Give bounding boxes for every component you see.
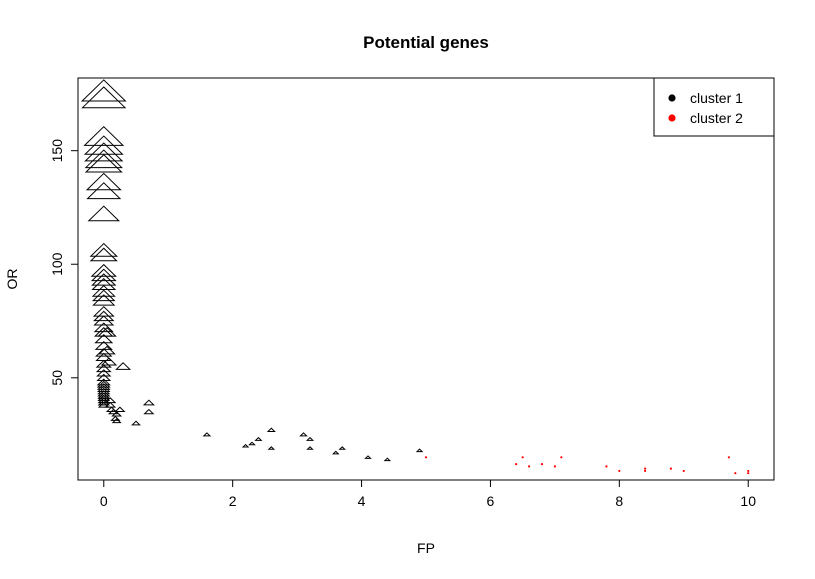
x-tick-label: 8	[615, 493, 623, 509]
data-point	[91, 289, 116, 302]
x-tick-label: 4	[358, 493, 366, 509]
data-point	[734, 472, 737, 475]
data-point	[91, 273, 117, 286]
y-tick-label: 100	[49, 252, 65, 276]
data-point	[90, 263, 117, 277]
data-point	[248, 441, 256, 446]
data-point	[93, 322, 114, 333]
data-point	[682, 469, 685, 473]
data-point	[644, 469, 647, 473]
data-point	[84, 149, 123, 169]
data-point	[81, 86, 127, 109]
data-point	[85, 172, 122, 191]
x-axis-label: FP	[417, 540, 435, 556]
x-tick-label: 0	[100, 493, 108, 509]
data-point	[84, 154, 123, 173]
y-tick-label: 150	[49, 139, 65, 163]
data-point	[100, 357, 118, 366]
y-axis-label: OR	[4, 269, 20, 290]
data-point	[241, 443, 250, 448]
data-point	[94, 334, 114, 344]
data-point	[669, 467, 672, 470]
data-point	[96, 378, 111, 386]
data-point	[747, 469, 750, 473]
data-point	[87, 205, 121, 222]
legend-marker-cluster-1	[668, 94, 676, 102]
data-point	[93, 310, 115, 322]
data-point	[97, 327, 117, 337]
data-point	[131, 420, 141, 426]
data-point	[95, 364, 112, 373]
data-point	[306, 446, 314, 450]
data-point	[97, 401, 110, 408]
data-point	[95, 352, 113, 362]
data-point	[540, 463, 544, 466]
data-point	[89, 247, 118, 262]
data-point	[92, 294, 116, 306]
data-point	[528, 465, 531, 468]
data-point	[305, 436, 315, 441]
data-point	[364, 455, 372, 459]
legend-label-cluster-2: cluster 2	[690, 110, 743, 126]
data-point	[111, 418, 122, 424]
data-point	[114, 406, 126, 413]
data-point	[338, 446, 346, 450]
data-point	[91, 277, 117, 291]
y-tick-label: 50	[49, 370, 65, 386]
x-tick-label: 10	[740, 493, 756, 509]
x-axis: 0 2 4 6 8 10	[100, 479, 756, 509]
data-point	[95, 359, 112, 368]
data-point	[86, 182, 122, 200]
data-point	[267, 446, 276, 450]
data-point	[266, 427, 276, 432]
legend-label-cluster-1: cluster 1	[690, 90, 743, 106]
data-point	[202, 432, 212, 437]
data-point	[521, 456, 524, 459]
data-point	[747, 472, 750, 475]
data-point	[93, 315, 115, 326]
data-point	[383, 457, 392, 462]
data-point	[605, 465, 608, 468]
data-point	[515, 463, 518, 466]
data-point	[96, 369, 112, 377]
legend: cluster 1 cluster 2	[653, 77, 775, 137]
data-point	[618, 469, 621, 473]
data-point	[91, 284, 116, 297]
data-point	[424, 456, 428, 459]
data-point	[143, 408, 155, 415]
data-point	[254, 436, 263, 441]
x-tick-label: 2	[229, 493, 237, 509]
data-point	[560, 456, 563, 459]
data-point	[415, 448, 424, 453]
data-point	[96, 380, 111, 388]
data-point	[89, 242, 119, 257]
data-point	[299, 432, 308, 437]
data-point	[644, 467, 647, 470]
data-points	[80, 79, 750, 475]
data-point	[553, 465, 556, 468]
chart-title: Potential genes	[363, 33, 489, 52]
data-point	[115, 362, 132, 370]
data-point	[84, 142, 124, 162]
data-point	[332, 450, 340, 455]
data-point	[104, 401, 117, 408]
data-point	[80, 79, 127, 102]
data-point	[98, 345, 116, 355]
legend-box	[653, 77, 775, 137]
legend-marker-cluster-2	[668, 114, 676, 122]
data-point	[90, 268, 117, 282]
data-point	[96, 373, 112, 381]
plot-area	[77, 77, 775, 481]
data-point	[727, 456, 730, 459]
x-tick-label: 6	[487, 493, 495, 509]
data-point	[95, 348, 113, 357]
data-point	[111, 411, 123, 417]
data-point	[142, 399, 155, 406]
y-axis: 50 100 150	[49, 139, 79, 386]
data-point	[97, 385, 111, 393]
data-point	[83, 126, 125, 146]
data-point	[96, 383, 111, 390]
